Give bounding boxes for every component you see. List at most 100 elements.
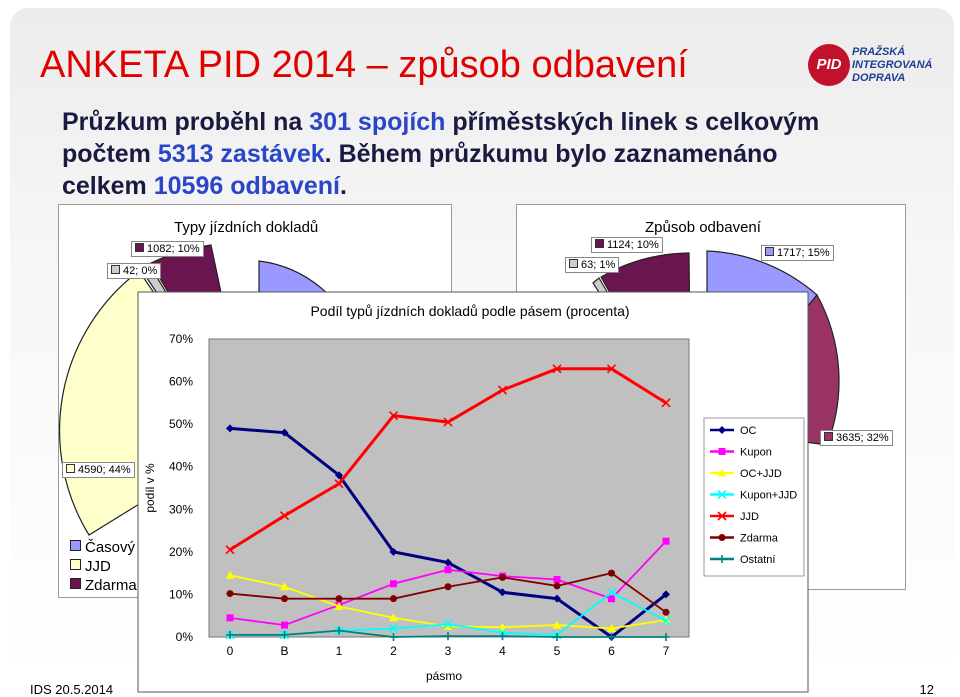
pid-logo: PID PRAŽSKÁ INTEGROVANÁ DOPRAVA — [808, 44, 958, 90]
data-point — [334, 479, 344, 489]
data-point — [552, 364, 562, 374]
series-ostatn- — [226, 626, 670, 641]
legend-label: Ostatní — [740, 554, 775, 566]
data-point — [608, 595, 615, 603]
data-point — [388, 411, 399, 421]
data-point — [662, 633, 670, 641]
legend-label: JJD — [740, 511, 759, 523]
pid-logo-text: PRAŽSKÁ INTEGROVANÁ DOPRAVA — [852, 46, 933, 84]
legend-marker — [718, 426, 726, 434]
legend-label: OC — [740, 425, 757, 437]
pie-label-3635: 3635; 32% — [820, 430, 893, 446]
data-point — [389, 613, 398, 622]
data-point — [225, 545, 235, 555]
series-oc — [226, 424, 670, 641]
series-oc-jjd — [225, 570, 671, 632]
data-point — [661, 615, 671, 624]
data-point — [280, 428, 289, 437]
legend-marker — [718, 555, 726, 563]
data-point — [444, 583, 452, 591]
pie-label-1082: 1082; 10% — [131, 241, 204, 257]
legend-marker — [717, 511, 727, 521]
y-tick-label: 70% — [169, 332, 193, 346]
data-point — [606, 364, 617, 374]
legend-entry: Kupon — [710, 447, 772, 459]
data-point — [661, 616, 671, 626]
data-point — [662, 608, 670, 616]
legend-box — [703, 417, 805, 577]
pie-ticket-types-legend: Časový JJD Zdarma — [70, 538, 137, 595]
data-point — [498, 632, 507, 641]
y-tick-label: 30% — [169, 502, 193, 516]
pie-ticket-types-title: Typy jízdních dokladů — [174, 219, 319, 236]
data-point — [607, 633, 616, 641]
data-point — [444, 566, 452, 574]
data-point — [662, 590, 670, 599]
legend-entry: Kupon+JJD — [710, 490, 797, 502]
y-tick-label: 0% — [176, 630, 194, 644]
legend-items: OC Kupon OC+JJD Kupon+JJD JJD Zdarma Ostatní — [710, 425, 797, 566]
data-point — [606, 587, 617, 597]
data-point — [280, 582, 289, 591]
legend-entry: OC — [710, 425, 757, 437]
data-point — [443, 417, 453, 427]
data-point — [553, 633, 561, 641]
legend-item-zdarma: Zdarma — [70, 576, 137, 595]
page-number: 12 — [919, 682, 934, 697]
data-point — [444, 558, 452, 567]
data-point — [226, 424, 234, 433]
line-chart-title: Podíl typů jízdních dokladů podle pásem … — [310, 303, 629, 319]
y-axis-ticks: 0% 10% 20% 30% 40% 50% 60% 70% — [169, 332, 193, 644]
legend-label: Kupon+JJD — [740, 490, 797, 502]
y-tick-label: 10% — [169, 587, 193, 601]
data-point — [553, 576, 561, 584]
data-point — [608, 569, 615, 577]
data-point — [498, 588, 507, 597]
data-point — [498, 622, 507, 631]
data-point — [226, 614, 234, 622]
pie-label-63: 63; 1% — [565, 257, 620, 273]
legend-item-casovy: Časový — [70, 538, 137, 557]
x-axis-ticks: 0 B 1 2 3 4 5 6 7 — [227, 644, 670, 658]
slide-title: ANKETA PID 2014 – způsob odbavení — [40, 44, 688, 86]
data-point — [390, 595, 397, 603]
data-point — [279, 511, 290, 521]
x-tick-label: 2 — [390, 644, 397, 658]
x-tick-label: B — [280, 644, 288, 658]
data-point — [226, 630, 234, 639]
legend-entry: Zdarma — [710, 533, 779, 545]
data-point — [662, 537, 670, 545]
x-tick-label: 5 — [554, 644, 561, 658]
x-tick-label: 0 — [227, 644, 234, 658]
data-point — [281, 621, 288, 629]
y-axis-title: podíl v % — [143, 463, 157, 513]
x-tick-label: 4 — [499, 644, 506, 658]
x-tick-label: 1 — [336, 644, 343, 658]
data-point — [661, 398, 671, 408]
data-point — [389, 547, 398, 556]
legend-label: Kupon — [740, 447, 772, 459]
legend-marker — [718, 534, 726, 541]
data-point — [443, 619, 453, 629]
legend-marker — [717, 468, 727, 477]
data-point — [499, 573, 506, 581]
data-point — [389, 633, 398, 641]
data-point — [334, 601, 344, 610]
legend-item-jjd: JJD — [70, 557, 137, 576]
legend-entry: Ostatní — [710, 554, 775, 566]
data-point — [444, 632, 452, 641]
data-point — [226, 590, 234, 598]
pie-label-4590: 4590; 44% — [62, 462, 135, 478]
x-axis-title: pásmo — [426, 669, 462, 683]
pid-logo-mark: PID — [808, 44, 850, 86]
footer-date: IDS 20.5.2014 — [30, 682, 114, 697]
data-point — [281, 595, 288, 603]
data-point — [552, 620, 562, 629]
data-point — [553, 582, 561, 590]
data-point — [497, 385, 508, 395]
y-tick-label: 40% — [169, 460, 193, 474]
data-point — [443, 621, 453, 630]
x-tick-label: 7 — [663, 644, 670, 658]
legend-entry: OC+JJD — [710, 468, 782, 480]
data-point — [390, 580, 397, 588]
